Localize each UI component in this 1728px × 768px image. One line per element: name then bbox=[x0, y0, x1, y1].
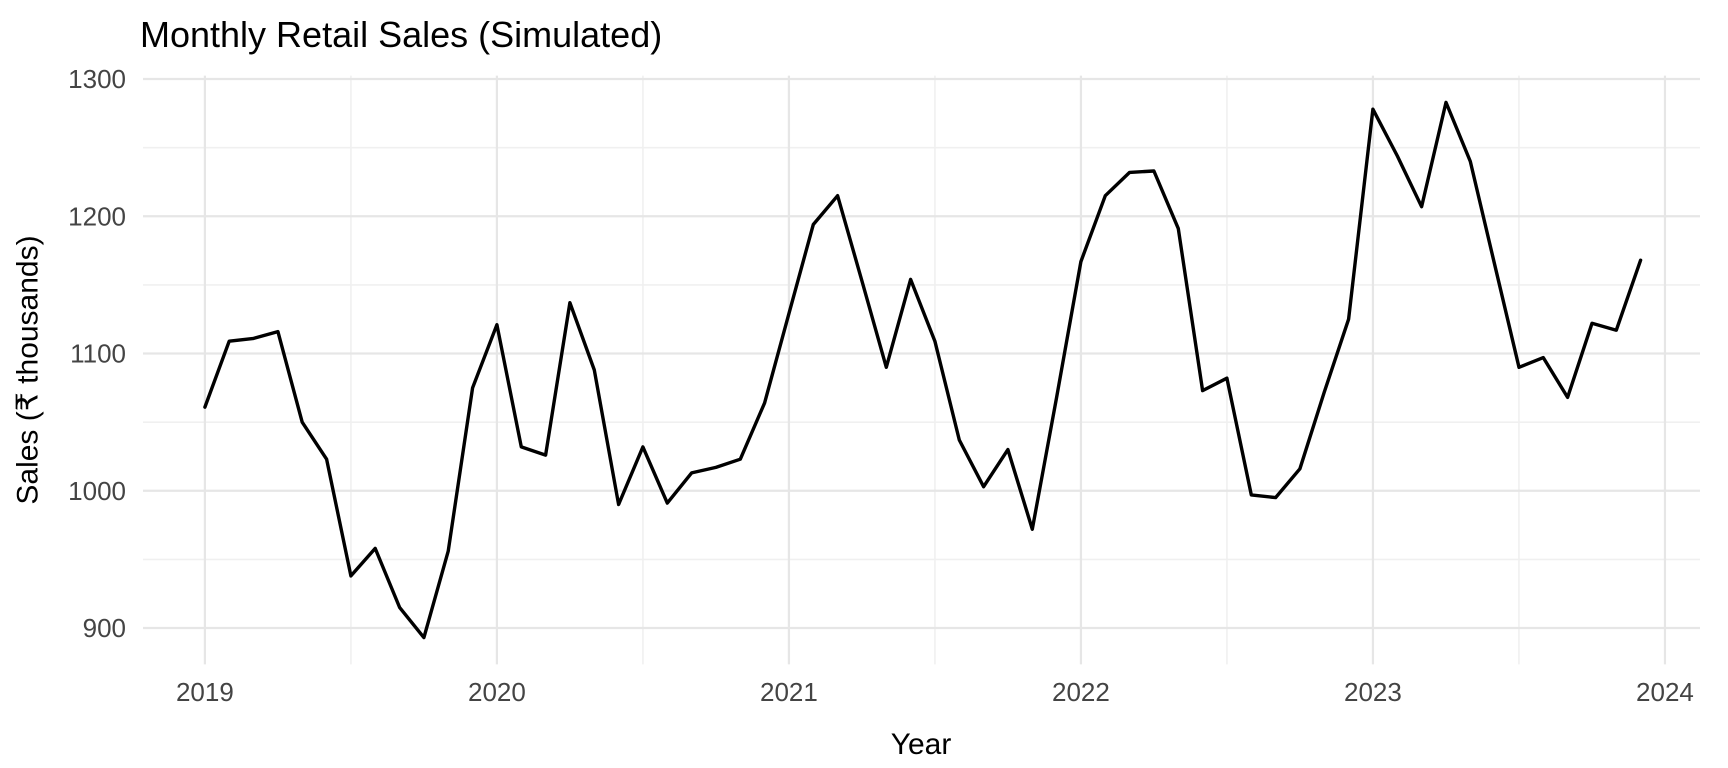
x-axis-title: Year bbox=[890, 728, 952, 761]
x-tick-label: 2022 bbox=[1052, 677, 1110, 707]
x-tick-label: 2023 bbox=[1344, 677, 1402, 707]
chart-title: Monthly Retail Sales (Simulated) bbox=[140, 14, 663, 55]
y-tick-label: 1300 bbox=[68, 64, 126, 94]
y-tick-label: 1200 bbox=[68, 201, 126, 231]
x-tick-label: 2020 bbox=[468, 677, 526, 707]
x-tick-label: 2019 bbox=[176, 677, 234, 707]
y-tick-label: 1100 bbox=[70, 339, 126, 369]
sales-line bbox=[203, 100, 1643, 640]
y-tick-label: 900 bbox=[83, 613, 126, 643]
y-tick-label: 1000 bbox=[68, 476, 126, 506]
x-tick-label: 2024 bbox=[1636, 677, 1694, 707]
x-tick-label: 2021 bbox=[760, 677, 818, 707]
y-axis-title: Sales (₹ thousands) bbox=[11, 235, 45, 505]
